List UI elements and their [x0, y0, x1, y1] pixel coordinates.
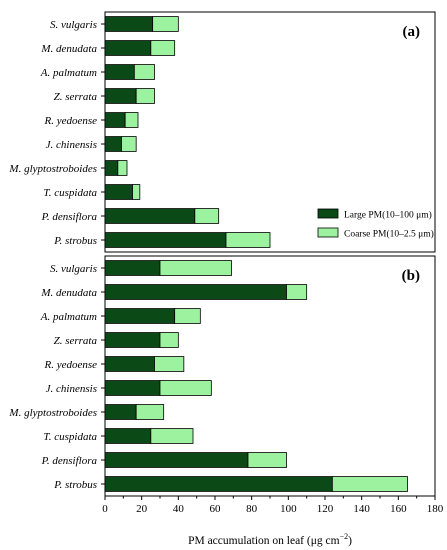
bar-coarse-pm	[150, 40, 176, 56]
bar-large-pm	[104, 64, 135, 80]
bar-large-pm	[104, 284, 287, 300]
category-label: A. palmatum	[40, 67, 97, 79]
bar-coarse-pm	[159, 332, 179, 348]
bar-large-pm	[104, 160, 119, 176]
legend-swatch	[317, 208, 339, 219]
bar-large-pm	[104, 184, 133, 200]
category-label: M. denudata	[40, 287, 97, 299]
panel-tag: (a)	[403, 24, 421, 40]
x-tick-label: 180	[427, 503, 444, 515]
bar-coarse-pm	[159, 260, 232, 276]
bar-large-pm	[104, 40, 152, 56]
bar-large-pm	[104, 332, 161, 348]
category-label: P. strobus	[53, 235, 97, 247]
bar-coarse-pm	[225, 232, 271, 248]
bar-large-pm	[104, 208, 196, 224]
bar-large-pm	[104, 308, 176, 324]
legend-label: Large PM(10–100 μm)	[344, 210, 432, 221]
bar-coarse-pm	[150, 428, 194, 444]
bar-coarse-pm	[135, 88, 155, 104]
category-label: M. glyptostroboides	[8, 407, 97, 419]
category-label: T. cuspidata	[43, 187, 97, 199]
bar-large-pm	[104, 136, 122, 152]
x-tick-label: 60	[210, 503, 222, 515]
bar-large-pm	[104, 476, 333, 492]
bar-coarse-pm	[121, 136, 137, 152]
bar-coarse-pm	[135, 404, 165, 420]
category-label: Z. serrata	[54, 91, 98, 103]
bar-coarse-pm	[152, 16, 179, 32]
category-label: P. densiflora	[41, 455, 98, 467]
x-tick-label: 40	[173, 503, 185, 515]
category-label: R. yedoense	[43, 359, 97, 371]
bar-coarse-pm	[133, 64, 155, 80]
bar-large-pm	[104, 88, 137, 104]
bar-coarse-pm	[247, 452, 287, 468]
bar-coarse-pm	[154, 356, 185, 372]
category-label: T. cuspidata	[43, 431, 97, 443]
x-tick-label: 140	[353, 503, 370, 515]
category-label: M. glyptostroboides	[8, 163, 97, 175]
bar-large-pm	[104, 404, 137, 420]
category-label: S. vulgaris	[50, 263, 97, 275]
category-label: A. palmatum	[40, 311, 97, 323]
bar-coarse-pm	[159, 380, 212, 396]
bar-coarse-pm	[117, 160, 128, 176]
bar-large-pm	[104, 428, 152, 444]
x-tick-label: 20	[136, 503, 148, 515]
bar-coarse-pm	[174, 308, 201, 324]
legend-label: Coarse PM(10–2.5 μm)	[344, 229, 434, 240]
x-tick-label: 0	[102, 503, 108, 515]
bar-large-pm	[104, 112, 126, 128]
category-label: Z. serrata	[54, 335, 98, 347]
x-tick-label: 100	[280, 503, 297, 515]
legend-swatch	[317, 227, 339, 238]
category-label: P. densiflora	[41, 211, 98, 223]
bar-large-pm	[104, 380, 161, 396]
x-tick-label: 120	[317, 503, 334, 515]
category-label: J. chinensis	[46, 383, 97, 395]
bar-large-pm	[104, 260, 161, 276]
category-label: R. yedoense	[43, 115, 97, 127]
x-axis: 0 20 40 60 80 100 120 140 160 180	[102, 496, 444, 515]
panel-b: S. vulgaris M. denudata A. palmatum Z. serr…	[8, 255, 436, 497]
bar-coarse-pm	[331, 476, 408, 492]
legend: Large PM(10–100 μm) Coarse PM(10–2.5 μm)	[317, 208, 434, 240]
category-label: S. vulgaris	[50, 19, 97, 31]
x-tick-label: 160	[390, 503, 407, 515]
category-label: P. strobus	[53, 479, 97, 491]
category-label: M. denudata	[40, 43, 97, 55]
bar-large-pm	[104, 16, 154, 32]
panel-tag: (b)	[402, 268, 420, 284]
bar-coarse-pm	[124, 112, 139, 128]
bar-large-pm	[104, 232, 227, 248]
category-label: J. chinensis	[46, 139, 97, 151]
bar-coarse-pm	[194, 208, 220, 224]
x-tick-label: 80	[246, 503, 258, 515]
panel-a: S. vulgaris M. denudata A. palmatum Z. serr…	[8, 11, 436, 253]
bar-coarse-pm	[286, 284, 308, 300]
plot-frame	[104, 11, 436, 253]
bar-large-pm	[104, 356, 155, 372]
bar-coarse-pm	[132, 184, 141, 200]
x-axis-title: PM accumulation on leaf (μg cm−2)	[188, 532, 352, 547]
bar-large-pm	[104, 452, 249, 468]
